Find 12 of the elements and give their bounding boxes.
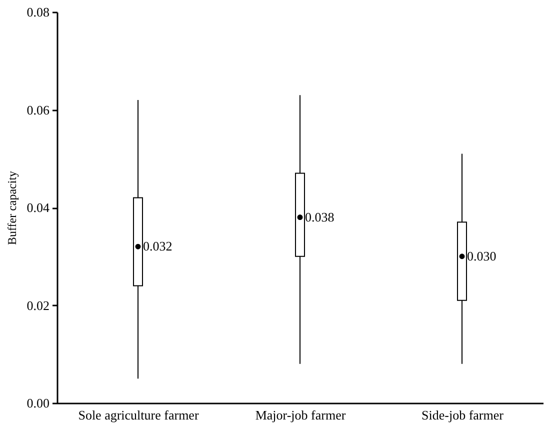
y-tick-label: 0.00 [26,396,50,410]
annotation: 0.038 [305,209,334,224]
y-tick-label: 0.06 [26,102,50,118]
x-tick-label: Sole agriculture farmer [78,408,200,422]
y-axis-title: Buffer capacity [4,170,19,246]
annotation: 0.030 [467,248,496,264]
y-tick-label: 0.04 [26,200,50,215]
y-tick-label: 0.08 [26,4,50,20]
y-tick-label: 0.02 [26,298,50,313]
x-tick-label: Side-job farmer [422,408,504,422]
x-tick-label: Major-job farmer [255,408,346,422]
annotation: 0.032 [143,238,172,254]
